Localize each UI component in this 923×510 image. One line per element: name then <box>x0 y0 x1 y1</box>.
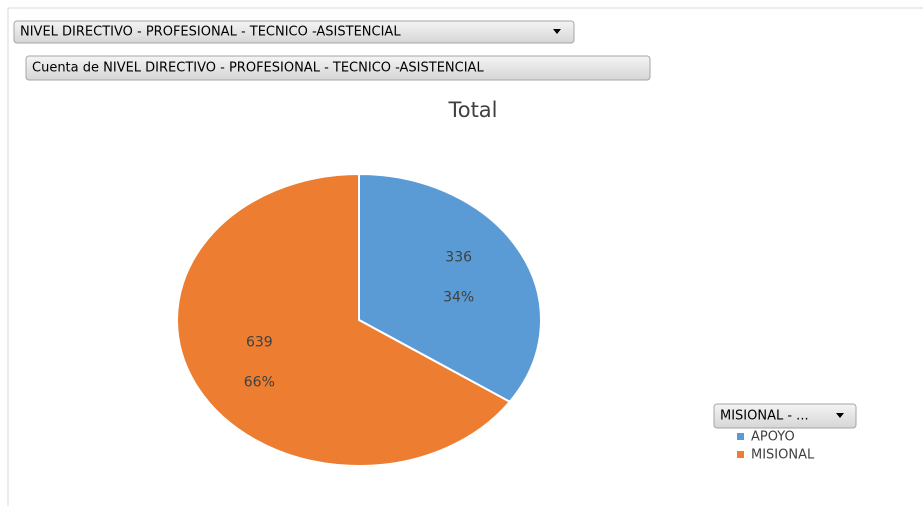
pie-slice <box>358 172 542 404</box>
percent-label: 34% <box>443 290 474 306</box>
value-button-bg[interactable] <box>25 55 651 81</box>
legend-swatch <box>737 433 744 440</box>
pie-slice <box>176 172 512 467</box>
filter-button-bg[interactable] <box>13 20 575 44</box>
legend-label: MISIONAL <box>751 448 815 463</box>
legend-button-bg[interactable] <box>713 403 857 429</box>
filter-button[interactable]: NIVEL DIRECTIVO - PROFESIONAL - TECNICO … <box>13 20 575 44</box>
legend-button[interactable]: MISIONAL - ... <box>713 403 857 429</box>
value-button[interactable]: Cuenta de NIVEL DIRECTIVO - PROFESIONAL … <box>25 55 651 81</box>
legend-label: APOYO <box>751 430 795 445</box>
legend-field: MISIONAL - ... <box>720 409 809 424</box>
filter-field: NIVEL DIRECTIVO - PROFESIONAL - TECNICO … <box>20 25 401 40</box>
value-label: 336 <box>445 250 472 266</box>
chart-title: Total <box>447 98 497 122</box>
dropdown-arrow <box>836 413 844 418</box>
dropdown-arrow <box>553 29 561 34</box>
percent-label: 66% <box>244 374 275 390</box>
legend-swatch <box>737 451 744 458</box>
value-label: 639 <box>246 334 273 350</box>
value-field: Cuenta de NIVEL DIRECTIVO - PROFESIONAL … <box>32 61 484 76</box>
